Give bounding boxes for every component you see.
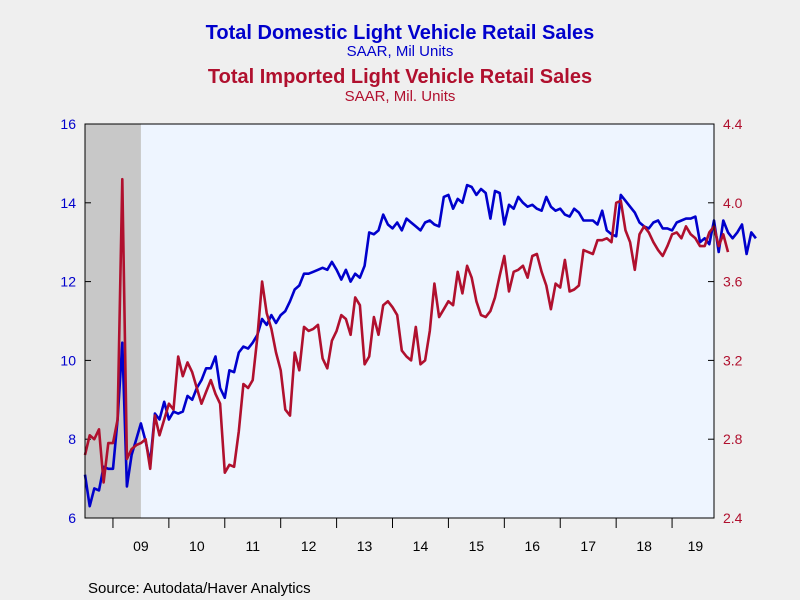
- right-axis: 2.4 2.8 3.2 3.6 4.0 4.4: [708, 116, 743, 526]
- plot-frame: [84, 123, 715, 519]
- right-tick-label: 2.4: [723, 510, 743, 526]
- left-tick-label: 6: [68, 510, 76, 526]
- x-tick-label: 16: [524, 538, 540, 554]
- title-domestic: Total Domestic Light Vehicle Retail Sale…: [206, 22, 595, 44]
- x-tick-label: 11: [245, 538, 260, 554]
- left-tick-label: 14: [60, 195, 76, 211]
- x-tick-label: 17: [580, 538, 596, 554]
- right-tick-label: 4.4: [723, 116, 743, 132]
- x-tick-label: 12: [301, 538, 317, 554]
- subtitle-domestic: SAAR, Mil Units: [347, 43, 454, 60]
- x-axis: 09 10 11 12 13 14 15 16 17 18 19: [112, 518, 704, 554]
- plot-area: [84, 123, 715, 519]
- x-tick-label: 15: [469, 538, 485, 554]
- left-tick-label: 12: [60, 274, 76, 290]
- left-tick-label: 10: [60, 352, 76, 368]
- right-tick-label: 2.8: [723, 431, 743, 447]
- series-lines: [83, 177, 757, 508]
- left-axis: 6 8 10 12 14 16: [60, 116, 91, 526]
- chart-titles: Total Domestic Light Vehicle Retail Sale…: [206, 22, 595, 105]
- left-tick-label: 8: [68, 431, 76, 447]
- title-imported: Total Imported Light Vehicle Retail Sale…: [208, 66, 592, 88]
- subtitle-imported: SAAR, Mil. Units: [345, 88, 456, 105]
- x-tick-label: 18: [636, 538, 652, 554]
- right-tick-label: 3.6: [723, 274, 743, 290]
- right-tick-label: 4.0: [723, 195, 743, 211]
- x-tick-label: 09: [133, 538, 149, 554]
- x-tick-label: 19: [688, 538, 704, 554]
- series-line-imported: [83, 177, 730, 484]
- left-tick-label: 16: [60, 116, 76, 132]
- x-tick-label: 10: [189, 538, 205, 554]
- x-tick-label: 14: [413, 538, 429, 554]
- x-tick-label: 13: [357, 538, 373, 554]
- right-tick-label: 3.2: [723, 352, 743, 368]
- source-note: Source: Autodata/Haver Analytics: [88, 580, 311, 597]
